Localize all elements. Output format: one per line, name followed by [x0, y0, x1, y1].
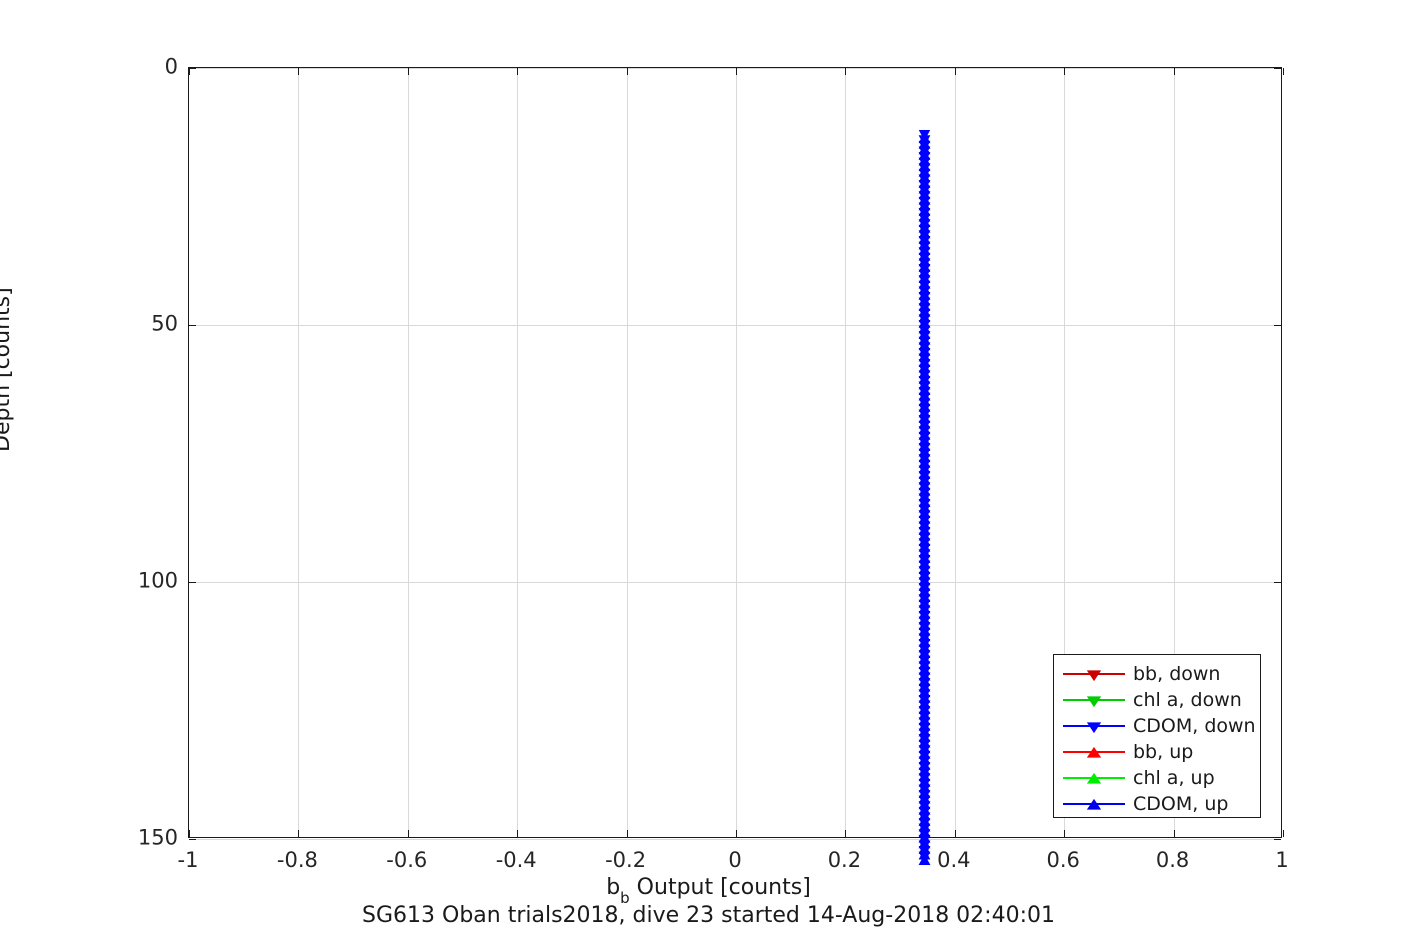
legend-sample	[1063, 687, 1125, 713]
legend-label: chl a, up	[1133, 767, 1215, 789]
x-tick-label: 0.6	[1046, 848, 1080, 872]
legend-entry[interactable]: chl a, down	[1054, 687, 1260, 713]
triangle-up-icon	[1086, 745, 1102, 759]
legend-label: chl a, down	[1133, 689, 1242, 711]
x-tick-mark	[845, 830, 847, 837]
x-tick-mark	[954, 68, 956, 75]
x-tick-mark	[1064, 830, 1066, 837]
x-tick-mark	[407, 68, 409, 75]
x-axis-label: bb Output [counts]	[0, 875, 1417, 907]
legend-entry[interactable]: bb, down	[1054, 661, 1260, 687]
x-tick-mark	[298, 830, 300, 837]
x-tick-label: -0.2	[605, 848, 647, 872]
x-tick-mark	[189, 68, 190, 75]
x-tick-mark	[1283, 830, 1284, 837]
figure-caption: SG613 Oban trials2018, dive 23 started 1…	[362, 903, 1055, 928]
x-tick-label: -0.4	[495, 848, 537, 872]
legend-entry[interactable]: chl a, up	[1054, 765, 1260, 791]
gridline-vertical	[954, 68, 956, 837]
x-tick-mark	[1173, 830, 1175, 837]
legend-sample	[1063, 739, 1125, 765]
legend-sample	[1063, 765, 1125, 791]
y-tick-mark	[1274, 582, 1281, 583]
y-tick-mark	[1274, 325, 1281, 326]
x-tick-label: -0.8	[276, 848, 318, 872]
legend-sample	[1063, 713, 1125, 739]
gridline-horizontal	[189, 582, 1281, 583]
x-tick-label: 0	[728, 848, 742, 872]
gridline-vertical	[626, 68, 628, 837]
legend-label: bb, up	[1133, 741, 1194, 763]
y-tick-mark	[1274, 68, 1281, 69]
x-tick-mark	[1173, 68, 1175, 75]
y-tick-mark	[1274, 839, 1281, 840]
legend-entry[interactable]: CDOM, down	[1054, 713, 1260, 739]
gridline-vertical	[298, 68, 300, 837]
x-axis-label-symbol: b	[606, 875, 621, 900]
legend-entry[interactable]: bb, up	[1054, 739, 1260, 765]
y-tick-label: 100	[137, 568, 178, 593]
x-tick-mark	[517, 68, 519, 75]
y-tick-label: 0	[164, 54, 178, 79]
x-tick-mark	[298, 68, 300, 75]
x-tick-mark	[407, 830, 409, 837]
cdom-marker-stack	[918, 130, 930, 866]
x-tick-label: -1	[177, 848, 199, 872]
x-tick-mark	[954, 830, 956, 837]
x-tick-label: -0.6	[386, 848, 428, 872]
x-tick-mark	[626, 830, 628, 837]
gridline-horizontal	[189, 325, 1281, 326]
legend-box[interactable]: bb, down chl a, down CDOM, down bb, up chl a…	[1053, 654, 1261, 818]
x-axis-label-subscript: b	[620, 889, 630, 908]
x-tick-label: 0.4	[937, 848, 971, 872]
gridline-vertical	[1173, 68, 1175, 837]
triangle-down-icon	[1086, 667, 1102, 682]
y-tick-label: 50	[151, 311, 178, 336]
legend-sample	[1063, 661, 1125, 687]
gridline-horizontal	[189, 839, 1281, 840]
legend-label: CDOM, up	[1133, 793, 1229, 815]
y-tick-mark	[189, 325, 196, 326]
legend-entry[interactable]: CDOM, up	[1054, 791, 1260, 817]
series-cdom-trace	[917, 130, 932, 867]
x-tick-label: 0.8	[1155, 848, 1190, 872]
x-tick-mark	[736, 830, 737, 837]
legend-label: CDOM, down	[1133, 715, 1256, 737]
triangle-up-icon	[1086, 797, 1102, 811]
gridline-vertical	[1064, 68, 1066, 837]
x-axis-label-rest: Output [counts]	[629, 875, 811, 900]
legend-sample	[1063, 791, 1125, 817]
y-tick-mark	[189, 839, 196, 840]
x-tick-mark	[845, 68, 847, 75]
gridline-vertical	[407, 68, 409, 837]
gridline-horizontal	[189, 68, 1281, 69]
x-tick-mark	[1283, 68, 1284, 75]
x-tick-mark	[736, 68, 737, 75]
x-tick-mark	[1064, 68, 1066, 75]
triangle-down-icon	[1086, 693, 1102, 708]
y-tick-mark	[189, 68, 196, 69]
y-axis-label-text: Depth [counts]	[0, 287, 15, 452]
y-tick-label: 150	[137, 825, 178, 850]
x-tick-label: 1	[1275, 848, 1289, 872]
gridline-vertical	[517, 68, 519, 837]
triangle-up-icon	[1086, 771, 1102, 785]
y-tick-mark	[189, 582, 196, 583]
x-tick-mark	[189, 830, 190, 837]
triangle-down-icon	[1086, 719, 1102, 734]
legend-label: bb, down	[1133, 663, 1221, 685]
x-tick-mark	[626, 68, 628, 75]
x-tick-mark	[517, 830, 519, 837]
x-tick-label: 0.2	[827, 848, 862, 872]
gridline-vertical	[845, 68, 847, 837]
y-axis-label: Depth [counts]	[0, 287, 15, 452]
gridline-vertical	[736, 68, 737, 837]
